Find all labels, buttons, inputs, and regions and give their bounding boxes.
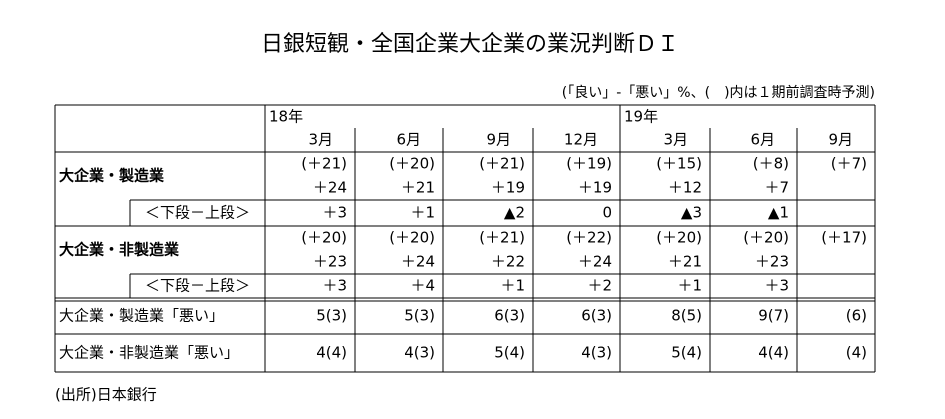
forecast-value: (＋20) — [743, 229, 789, 247]
month-label: 3月 — [663, 131, 688, 149]
actual-value: ＋21 — [401, 179, 435, 197]
row-label: 大企業・製造業「悪い」 — [59, 307, 224, 325]
month-label: 6月 — [750, 131, 775, 149]
cell-value: ＋1 — [677, 277, 702, 295]
cell-value: 6(3) — [581, 307, 612, 325]
cell-value: 5(3) — [316, 307, 347, 325]
cell-value: ▲3 — [681, 204, 702, 222]
month-label: 9月 — [486, 131, 511, 149]
note: (「良い」-「悪い」%、( )内は１期前調査時予測) — [562, 84, 875, 101]
cell-value: 4(4) — [316, 344, 347, 362]
month-label: 3月 — [308, 131, 333, 149]
actual-value: ＋12 — [668, 179, 702, 197]
forecast-value: (＋20) — [301, 229, 347, 247]
cell-value: 5(4) — [671, 344, 702, 362]
cell-value: ＋3 — [322, 204, 347, 222]
cell-value: 4(3) — [581, 344, 612, 362]
row-label: 大企業・非製造業「悪い」 — [59, 344, 239, 362]
title: 日銀短観・全国企業大企業の業況判断ＤＩ — [261, 32, 679, 57]
row-label: 大企業・製造業 — [59, 167, 165, 185]
forecast-value: (＋19) — [566, 155, 612, 173]
actual-value: ＋24 — [578, 253, 612, 271]
forecast-value: (＋22) — [566, 229, 612, 247]
forecast-value: (＋21) — [479, 155, 525, 173]
actual-value: ＋19 — [578, 179, 612, 197]
forecast-value: (＋17) — [821, 229, 867, 247]
forecast-value: (＋7) — [831, 155, 867, 173]
forecast-value: (＋21) — [301, 155, 347, 173]
cell-value: 4(3) — [404, 344, 435, 362]
actual-value: ＋23 — [755, 253, 789, 271]
month-label: 12月 — [564, 131, 598, 149]
actual-value: ＋24 — [313, 179, 347, 197]
forecast-value: (＋20) — [389, 229, 435, 247]
cell-value: (4) — [846, 344, 867, 362]
forecast-value: (＋20) — [656, 229, 702, 247]
cell-value: 5(3) — [404, 307, 435, 325]
month-label: 9月 — [828, 131, 853, 149]
cell-value: 8(5) — [671, 307, 702, 325]
cell-value: 6(3) — [494, 307, 525, 325]
actual-value: ＋21 — [668, 253, 702, 271]
actual-value: ＋22 — [491, 253, 525, 271]
actual-value: ＋24 — [401, 253, 435, 271]
cell-value: ＋3 — [764, 277, 789, 295]
actual-value: ＋7 — [764, 179, 789, 197]
cell-value: (6) — [846, 307, 867, 325]
row-label: ＜下段－上段＞ — [145, 204, 250, 222]
row-label: 大企業・非製造業 — [59, 241, 180, 259]
actual-value: ＋19 — [491, 179, 525, 197]
year-label: 18年 — [269, 108, 303, 126]
cell-value: ＋1 — [500, 277, 525, 295]
year-label: 19年 — [624, 108, 658, 126]
cell-value: ▲2 — [504, 204, 525, 222]
cell-value: 4(4) — [758, 344, 789, 362]
forecast-value: (＋21) — [479, 229, 525, 247]
cell-value: ＋4 — [410, 277, 435, 295]
forecast-value: (＋20) — [389, 155, 435, 173]
cell-value: 5(4) — [494, 344, 525, 362]
cell-value: ＋2 — [587, 277, 612, 295]
cell-value: ＋1 — [410, 204, 435, 222]
actual-value: ＋23 — [313, 253, 347, 271]
forecast-value: (＋8) — [753, 155, 789, 173]
forecast-value: (＋15) — [656, 155, 702, 173]
cell-value: 9(7) — [758, 307, 789, 325]
source: (出所)日本銀行 — [55, 386, 157, 404]
month-label: 6月 — [396, 131, 421, 149]
cell-value: ＋3 — [322, 277, 347, 295]
row-label: ＜下段－上段＞ — [145, 277, 250, 295]
cell-value: ▲1 — [768, 204, 789, 222]
cell-value: 0 — [602, 204, 612, 222]
